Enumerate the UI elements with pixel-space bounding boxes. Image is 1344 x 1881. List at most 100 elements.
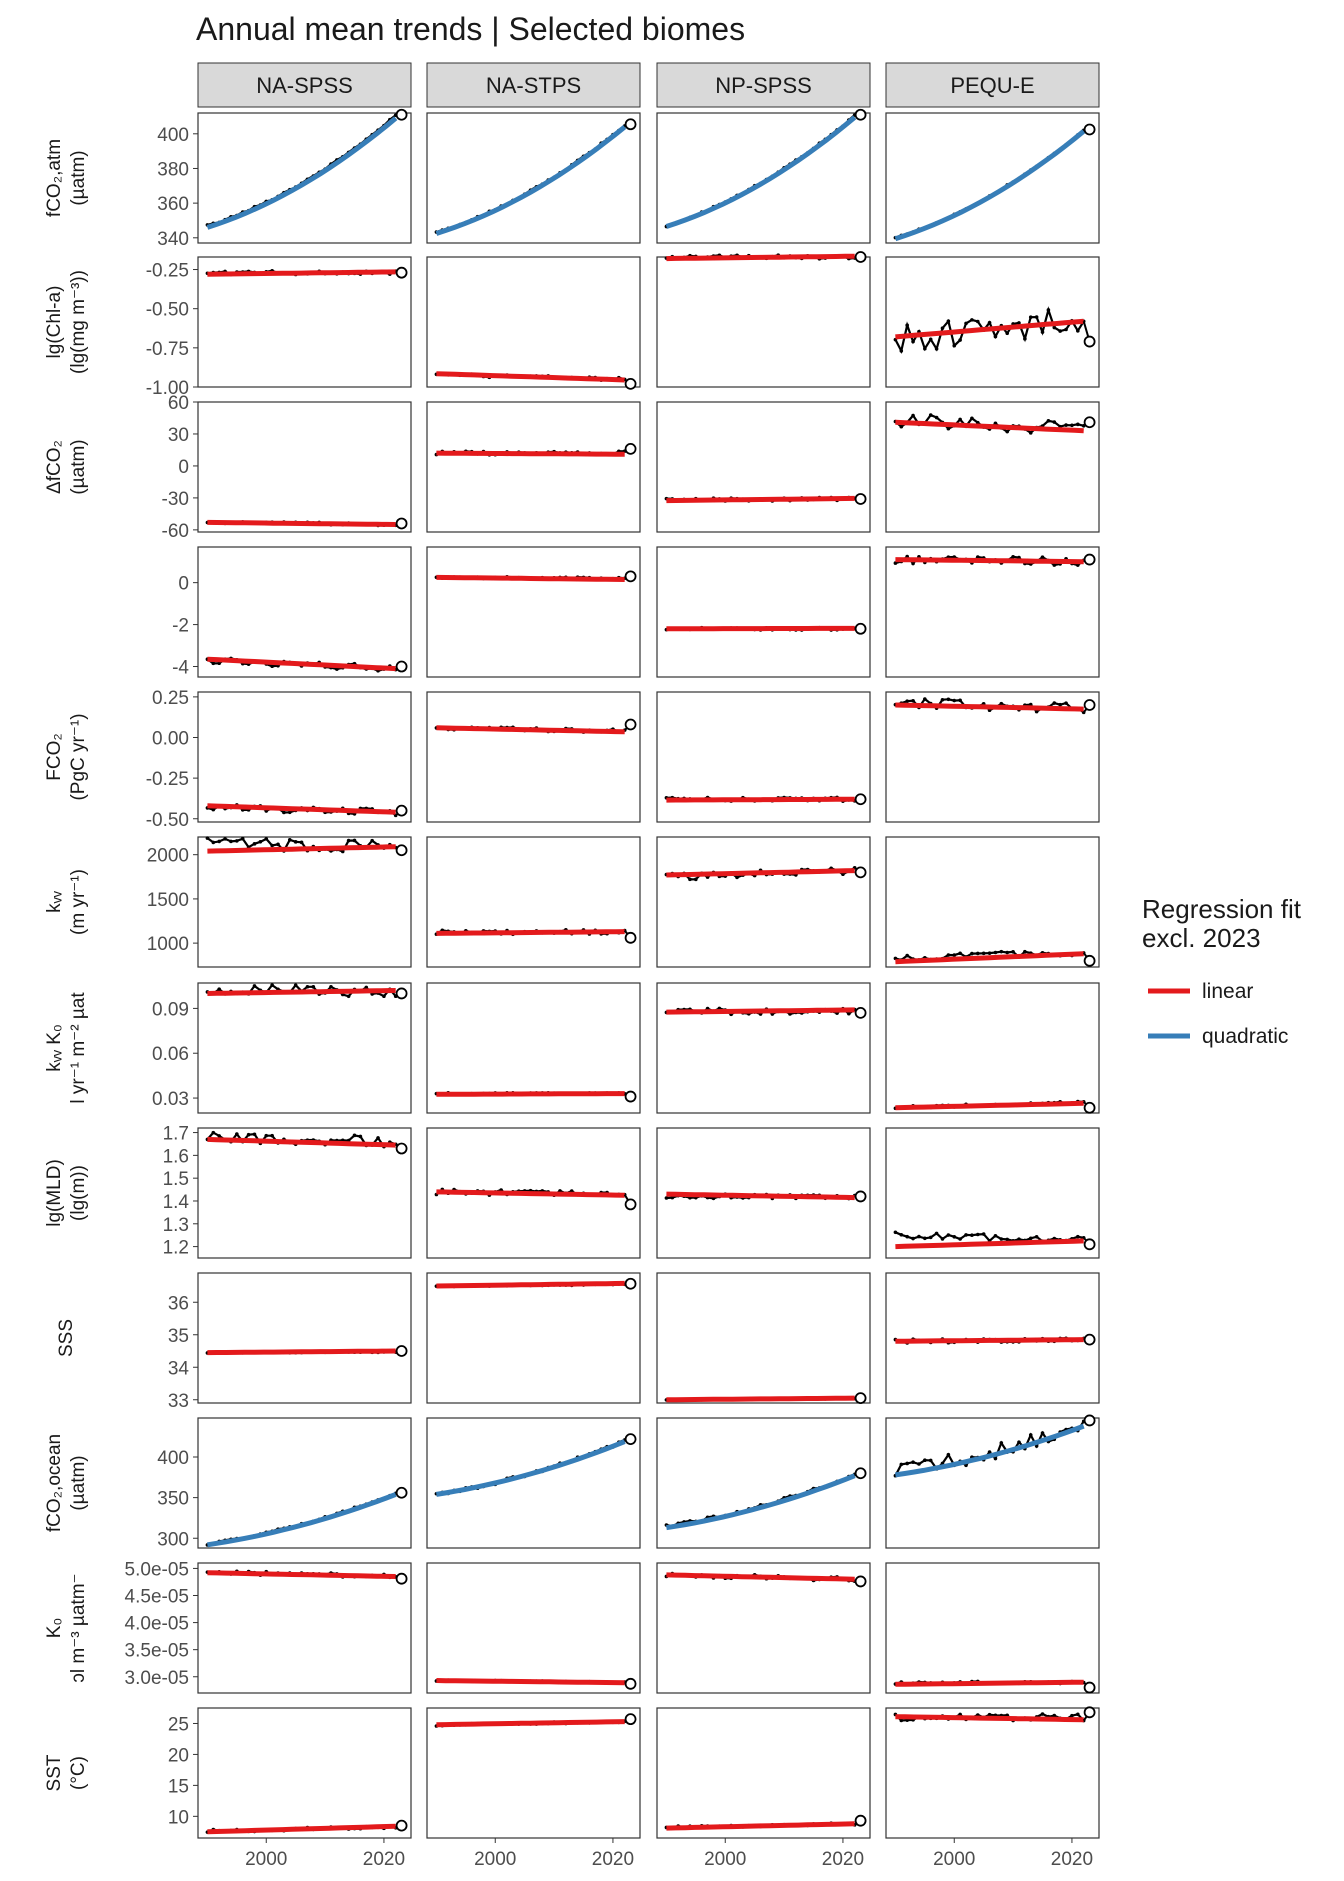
panel-na-spss-row-8 — [197, 1272, 412, 1404]
observed-point — [1023, 949, 1027, 954]
observed-point — [917, 1462, 921, 1466]
panel-na-spss-row-4 — [197, 691, 412, 823]
observed-point — [1040, 330, 1045, 334]
y-tick-label: 5.0e-05 — [125, 1559, 189, 1580]
observed-point — [370, 838, 374, 843]
strip-label: PEQU-E — [950, 73, 1034, 98]
point-2023 — [395, 660, 408, 673]
strip-label: NP-SPSS — [715, 73, 812, 98]
observed-point — [1070, 423, 1074, 428]
observed-point — [946, 1452, 951, 1457]
panel-pequ-e-row-10 — [885, 1562, 1100, 1694]
point-2023 — [395, 1345, 408, 1357]
x-tick-label: 2000 — [704, 1849, 746, 1870]
observed-point — [911, 1236, 915, 1241]
point-2023 — [624, 377, 637, 390]
observed-point — [205, 836, 210, 840]
panel-pequ-e-row-11: 2000 2020 — [885, 1706, 1100, 1870]
point-2023 — [1083, 1681, 1096, 1694]
panel-border — [885, 546, 1100, 678]
y-tick-label: 34 — [168, 1358, 190, 1379]
observed-point — [905, 323, 909, 328]
point-2023 — [624, 1090, 637, 1103]
observed-point — [958, 1237, 962, 1241]
quadratic-fit-line — [894, 129, 1086, 242]
linear-fit-line — [436, 1719, 625, 1728]
panel-na-stps-row-9 — [426, 1417, 641, 1549]
observed-point — [958, 338, 962, 342]
point-2023 — [1083, 699, 1096, 711]
panel-pequ-e-row-1 — [885, 256, 1100, 388]
observed-point — [899, 1232, 904, 1237]
panel-np-spss-row-8 — [656, 1272, 871, 1405]
y-tick-label: -0.75 — [146, 339, 189, 360]
y-tick-label: 10 — [168, 1807, 189, 1828]
observed-point — [1005, 1237, 1010, 1242]
panel-np-spss-row-2 — [656, 401, 871, 533]
observed-point — [217, 1134, 221, 1138]
observed-point — [1005, 429, 1010, 434]
point-2023 — [395, 517, 408, 530]
observed-point — [999, 949, 1004, 954]
y-tick-label: 400 — [157, 125, 189, 146]
observed-point — [346, 838, 351, 843]
panel-border — [656, 1562, 871, 1694]
point-2023 — [395, 266, 408, 279]
observed-point — [928, 1235, 933, 1240]
panel-border — [197, 401, 412, 533]
observed-point — [1046, 419, 1051, 423]
point-2023 — [1083, 1238, 1096, 1251]
observed-point — [1064, 327, 1068, 332]
observed-point — [352, 838, 357, 843]
observed-point — [1064, 701, 1068, 705]
linear-fit-line — [436, 450, 625, 457]
observed-point — [1028, 1236, 1033, 1241]
observed-point — [975, 555, 980, 559]
observed-point — [376, 1136, 380, 1140]
observed-point — [264, 837, 269, 841]
y-tick-label: 300 — [157, 1529, 189, 1550]
panel-np-spss-row-9 — [656, 1417, 871, 1549]
observed-point — [1076, 329, 1080, 333]
point-2023 — [395, 1572, 408, 1585]
observed-point — [223, 837, 227, 841]
panel-np-spss-row-0 — [656, 108, 871, 244]
linear-fit-line — [895, 1238, 1084, 1250]
panel-border — [197, 1562, 412, 1694]
observed-point — [923, 346, 927, 351]
legend: Regression fit excl. 2023 linear quadrat… — [1142, 894, 1302, 1048]
observed-point — [1064, 423, 1068, 427]
y-tick-label: 1.4 — [163, 1192, 190, 1213]
y-tick-label: 360 — [157, 194, 189, 215]
observed-point — [735, 875, 739, 880]
panel-border — [656, 982, 871, 1114]
y-tick-label: 33 — [168, 1391, 189, 1412]
observed-point — [211, 807, 216, 812]
observed-point — [382, 994, 386, 998]
panel-border — [885, 1562, 1100, 1694]
observed-point — [975, 951, 980, 956]
observed-point — [293, 983, 298, 988]
point-2023 — [395, 1819, 408, 1832]
linear-fit-line — [895, 1100, 1084, 1111]
panel-np-spss-row-4 — [656, 691, 871, 823]
observed-point — [694, 877, 698, 882]
linear-fit-line — [666, 1821, 855, 1831]
observed-point — [911, 1460, 915, 1465]
observed-point — [1040, 555, 1045, 559]
observed-point — [928, 1458, 933, 1463]
linear-fit-line — [207, 519, 396, 527]
observed-point — [923, 697, 927, 701]
y-axis-title: (µatm) — [68, 1455, 89, 1510]
panel-border — [197, 1707, 412, 1839]
linear-fit-line — [666, 253, 855, 262]
y-axis-title: kᵥᵥ K₀ — [44, 1024, 65, 1072]
observed-point — [958, 698, 962, 703]
linear-fit-line — [207, 1348, 396, 1356]
facet-grid: NA-SPSS NA-STPS NP-SPSS PEQU-E340360380400f… — [44, 62, 1100, 1870]
linear-fit-line — [207, 1570, 396, 1579]
legend-title-line2: excl. 2023 — [1142, 923, 1261, 953]
observed-point — [970, 1233, 974, 1238]
panel-border — [426, 1272, 641, 1404]
observed-point — [911, 413, 915, 418]
